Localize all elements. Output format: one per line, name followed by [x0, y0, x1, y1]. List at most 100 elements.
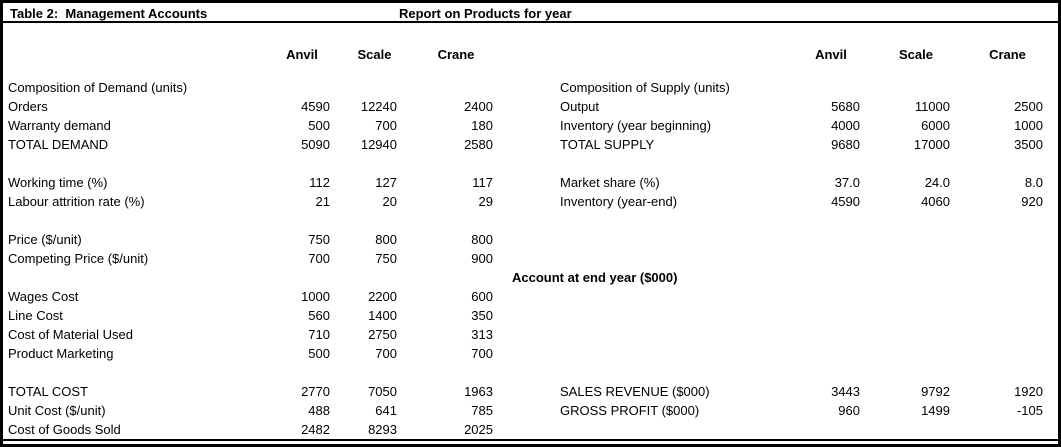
cell-anvil: 700 — [308, 251, 330, 266]
cell-scale: 4060 — [921, 194, 950, 209]
cell-crane: 2500 — [1014, 99, 1043, 114]
cell-scale: 17000 — [913, 137, 950, 152]
cell-crane: 117 — [472, 175, 493, 190]
row-label: Price ($/unit) — [8, 232, 82, 247]
cell-anvil: 5090 — [301, 137, 330, 152]
cell-scale: 9792 — [921, 384, 950, 399]
table-row-account-section: Account at end year ($000) — [3, 268, 1058, 287]
cell-scale: 2750 — [368, 327, 397, 342]
cell-anvil: 5680 — [831, 99, 860, 114]
cell-crane: 600 — [471, 289, 493, 304]
table-row-orders-output: Orders 4590 12240 2400 Output 5680 11000… — [3, 97, 1058, 116]
table-row-cost-of-goods-sold: Cost of Goods Sold 2482 8293 2025 — [3, 420, 1058, 439]
cell-scale: 11000 — [914, 99, 950, 114]
row-label: Cost of Goods Sold — [8, 422, 121, 437]
cell-scale: 641 — [375, 403, 397, 418]
cell-crane: 800 — [471, 232, 493, 247]
cell-anvil: 960 — [838, 403, 860, 418]
cell-anvil: 2482 — [301, 422, 330, 437]
row-label: SALES REVENUE ($000) — [560, 384, 710, 399]
table-row-competing-price: Competing Price ($/unit) 700 750 900 — [3, 249, 1058, 268]
cell-scale: 1400 — [368, 308, 397, 323]
cell-crane: 920 — [1021, 194, 1043, 209]
table-row-product-marketing: Product Marketing 500 700 700 — [3, 344, 1058, 363]
cell-anvil: 4590 — [301, 99, 330, 114]
table-row-blank — [3, 363, 1058, 382]
column-header-anvil-right: Anvil — [815, 47, 847, 62]
report-body: Composition of Demand (units) Compositio… — [3, 78, 1058, 439]
row-label: Line Cost — [8, 308, 63, 323]
row-label: Product Marketing — [8, 346, 114, 361]
table-row-wages-cost: Wages Cost 1000 2200 600 — [3, 287, 1058, 306]
bottom-rule — [3, 439, 1058, 441]
row-label: Inventory (year-end) — [560, 194, 678, 209]
table-row-blank — [3, 211, 1058, 230]
column-header-scale-left: Scale — [357, 47, 392, 62]
report-subtitle: Report on Products for year — [399, 6, 572, 21]
cell-crane: 785 — [471, 403, 493, 418]
table-row-unit-cost-gross-profit: Unit Cost ($/unit) 488 641 785 GROSS PRO… — [3, 401, 1058, 420]
report-title-bar: Table 2: Management Accounts Report on P… — [3, 3, 1058, 23]
cell-anvil: 9680 — [831, 137, 860, 152]
cell-anvil: 500 — [308, 118, 330, 133]
row-label: Unit Cost ($/unit) — [8, 403, 106, 418]
cell-anvil: 500 — [308, 346, 330, 361]
table-row-attrition-inventory-end: Labour attrition rate (%) 21 20 29 Inven… — [3, 192, 1058, 211]
cell-crane: 900 — [471, 251, 493, 266]
cell-crane: 313 — [471, 327, 493, 342]
cell-scale: 750 — [375, 251, 397, 266]
column-header-scale-right: Scale — [899, 47, 933, 62]
cell-anvil: 112 — [309, 175, 330, 190]
column-header-crane-left: Crane — [437, 47, 475, 62]
row-label: Orders — [8, 99, 48, 114]
cell-anvil: 4000 — [831, 118, 860, 133]
cell-anvil: 1000 — [301, 289, 330, 304]
cell-scale: 127 — [375, 175, 397, 190]
section-header-supply: Composition of Supply (units) — [560, 80, 730, 95]
cell-anvil: 4590 — [831, 194, 860, 209]
table-row-working-time-market-share: Working time (%) 112 127 117 Market shar… — [3, 173, 1058, 192]
cell-crane: 1000 — [1014, 118, 1043, 133]
column-header-crane-right: Crane — [989, 47, 1026, 62]
table-row-line-cost: Line Cost 560 1400 350 — [3, 306, 1058, 325]
row-label: Labour attrition rate (%) — [8, 194, 145, 209]
cell-crane: 3500 — [1014, 137, 1043, 152]
cell-scale: 20 — [382, 194, 397, 209]
cell-anvil: 21 — [315, 194, 330, 209]
table-row-material-cost: Cost of Material Used 710 2750 313 — [3, 325, 1058, 344]
row-label: Inventory (year beginning) — [560, 118, 712, 133]
cell-crane: -105 — [1016, 403, 1043, 418]
cell-anvil: 37.0 — [834, 175, 860, 190]
cell-crane: 2580 — [464, 137, 493, 152]
table-row-warranty-inventory: Warranty demand 500 700 180 Inventory (y… — [3, 116, 1058, 135]
cell-scale: 700 — [375, 118, 397, 133]
cell-crane: 700 — [471, 346, 493, 361]
section-header-demand: Composition of Demand (units) — [8, 80, 188, 95]
cell-crane: 1963 — [464, 384, 493, 399]
cell-anvil: 710 — [308, 327, 330, 342]
cell-crane: 29 — [478, 194, 493, 209]
row-label: Market share (%) — [560, 175, 660, 190]
cell-scale: 7050 — [368, 384, 397, 399]
cell-scale: 12240 — [360, 99, 397, 114]
cell-anvil: 750 — [308, 232, 330, 247]
cell-scale: 6000 — [921, 118, 950, 133]
cell-anvil: 2770 — [301, 384, 330, 399]
row-label: Working time (%) — [8, 175, 108, 190]
table-row-total-cost-sales-revenue: TOTAL COST 2770 7050 1963 SALES REVENUE … — [3, 382, 1058, 401]
cell-crane: 8.0 — [1024, 175, 1043, 190]
row-label: Output — [560, 99, 600, 114]
column-header-anvil-left: Anvil — [286, 47, 318, 62]
cell-scale: 2200 — [368, 289, 397, 304]
cell-scale: 12940 — [360, 137, 397, 152]
cell-crane: 2400 — [464, 99, 493, 114]
row-label: Cost of Material Used — [8, 327, 133, 342]
row-label: Wages Cost — [8, 289, 79, 304]
cell-crane: 350 — [471, 308, 493, 323]
column-header-row: Anvil Scale Crane Anvil Scale Crane — [3, 46, 1058, 63]
row-label: GROSS PROFIT ($000) — [560, 403, 700, 418]
row-label: TOTAL COST — [8, 384, 88, 399]
cell-scale: 24.0 — [924, 175, 950, 190]
cell-scale: 700 — [375, 346, 397, 361]
